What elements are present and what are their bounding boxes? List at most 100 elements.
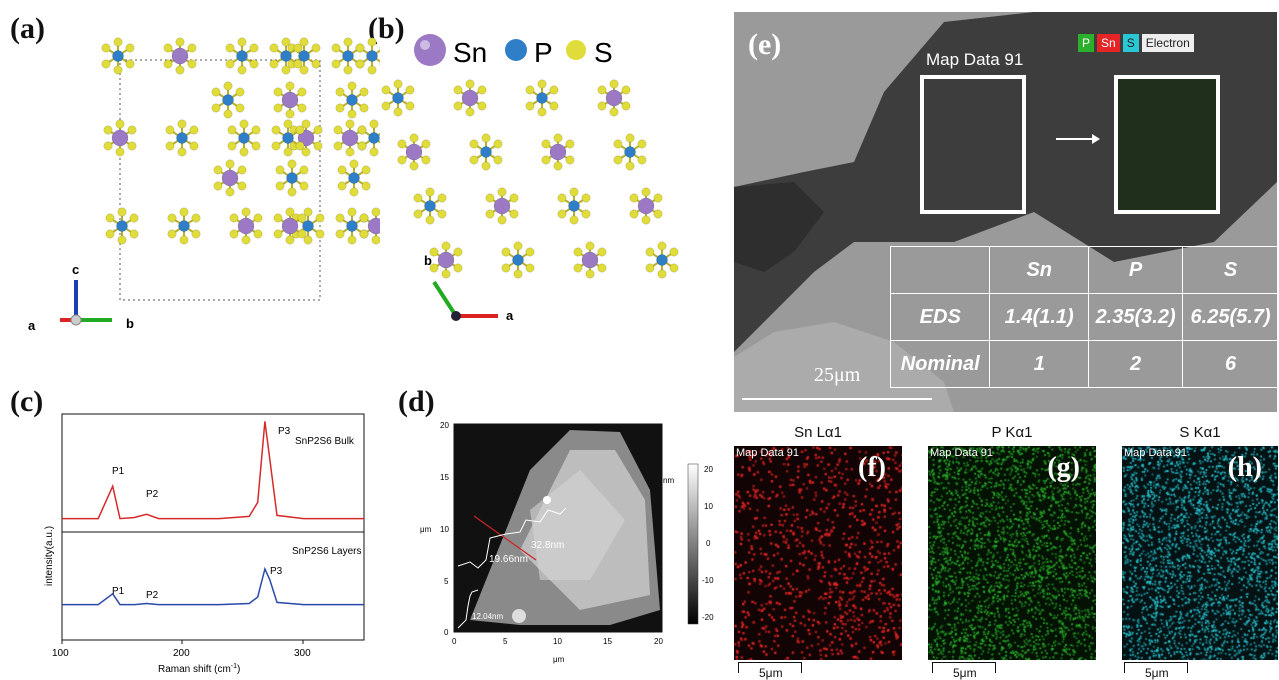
s-atom [510,210,518,218]
scale-bar-f: 5μm [738,662,802,673]
nominal-cell-s: 6 [1183,341,1279,388]
nominal-cell-sn: 1 [990,341,1089,388]
s-atom [276,166,284,174]
s-atom [360,104,368,112]
s-atom [658,242,666,250]
s-atom [526,248,534,256]
x-tick-200: 200 [173,648,190,659]
s-atom [454,264,462,272]
x-ticks: 100 200 300 [52,640,311,659]
s-atom [332,44,340,52]
s-atom [626,162,634,170]
p-atom [117,221,128,232]
s-atom [398,156,406,164]
p-atom [113,51,124,62]
s-atom [180,236,188,244]
s-atom [358,126,366,134]
s-atom [226,188,234,196]
p-atom [283,133,294,144]
s-atom [350,188,358,196]
svg-text:0: 0 [452,637,457,646]
height-label-1: 32.8nm [531,540,564,551]
s-atom [442,242,450,250]
s-atom [272,142,280,150]
legend-s-chip: S [1123,34,1139,52]
s-atom [610,80,618,88]
map-title-p: P Kα1 [928,424,1096,441]
map-p: Map Data 91 (g) [928,446,1096,660]
eds-header-p: P [1089,247,1183,294]
svg-text:-20: -20 [702,613,714,622]
s-atom [622,102,630,110]
s-atom [192,214,200,222]
peak-label-bulk-p3: P3 [278,426,291,437]
s-atom [630,194,638,202]
panel-label-a: (a) [10,12,45,46]
s-atom [226,60,234,68]
s-atom [438,194,446,202]
p-atom [347,221,358,232]
s-atom [598,102,606,110]
s-atom [422,140,430,148]
peak-label-layers-p3: P3 [270,566,283,577]
s-atom [118,236,126,244]
map-region-box [920,75,1026,214]
s-atom [558,194,566,202]
s-atom [642,216,650,224]
s-atom [276,182,284,190]
map-tag-sn: Map Data 91 [736,447,799,459]
s-atom [190,142,198,150]
sn-atom [342,130,358,146]
s-atom [212,104,220,112]
s-atom [250,60,258,68]
s-atom [128,126,136,134]
s-atom [526,264,534,272]
x-tick-100: 100 [52,648,69,659]
map-data-title: Map Data 91 [926,50,1023,70]
y-axis-label: intensity(a.u.) [44,526,55,586]
s-atom [288,188,296,196]
sn-atom [494,198,510,214]
s-atom [658,270,666,278]
s-atom [238,182,246,190]
s-atom [282,66,290,74]
s-atom [406,102,414,110]
s-atom [226,160,234,168]
peak-label-bulk-p1: P1 [112,466,125,477]
sn-atom [406,144,422,160]
svg-text:5: 5 [503,637,508,646]
s-atom [164,60,172,68]
s-atom [178,120,186,128]
raman-chart: SnP2S6 Bulk SnP2S6 Layers P1 P2 P3 P1 P2… [40,410,370,675]
s-atom [284,120,292,128]
structure-atoms [102,38,380,300]
s-atom [270,44,278,52]
s-atom [240,120,248,128]
s-atom [240,148,248,156]
s-atom [238,166,246,174]
s-atom [214,182,222,190]
sn-atom [638,198,654,214]
s-atom [316,230,324,238]
legend-p-chip: P [1078,34,1094,52]
s-atom [360,214,368,222]
height-label-2: 19.66nm [489,554,528,565]
map-s: Map Data 91 (h) [1122,446,1278,660]
s-atom [338,166,346,174]
s-atom [566,156,574,164]
height-label-3: 12.04nm [472,612,503,621]
s-atom [336,104,344,112]
s-atom [382,86,390,94]
p-atom [537,93,548,104]
s-atom [284,148,292,156]
s-atom [554,134,562,142]
s-atom [550,86,558,94]
s-atom [654,210,662,218]
s-atom [114,38,122,46]
afm-image-panel: 32.8nm 19.66nm 12.04nm 0 5 10 15 20 0 5 … [410,410,730,676]
s-atom [242,236,250,244]
s-atom [116,148,124,156]
s-atom [482,162,490,170]
s-atom [570,188,578,196]
s-atom [646,264,654,272]
